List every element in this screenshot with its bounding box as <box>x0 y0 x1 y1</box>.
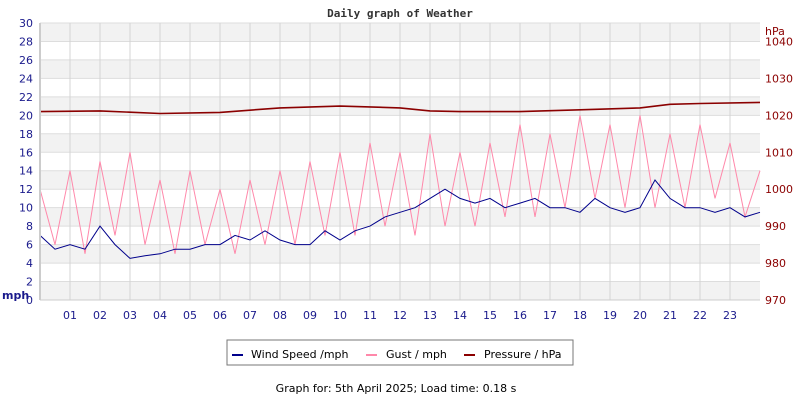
x-tick-label: 07 <box>243 309 257 322</box>
x-tick-label: 23 <box>723 309 737 322</box>
left-tick-label: 6 <box>26 239 33 252</box>
left-tick-label: 0 <box>26 294 33 307</box>
right-tick-label: 1020 <box>765 109 793 122</box>
right-tick-label: 990 <box>765 220 786 233</box>
x-tick-label: 15 <box>483 309 497 322</box>
legend-label-wind: Wind Speed /mph <box>251 348 349 361</box>
x-tick-label: 08 <box>273 309 287 322</box>
left-tick-label: 2 <box>26 276 33 289</box>
left-tick-label: 26 <box>19 54 33 67</box>
x-tick-label: 09 <box>303 309 317 322</box>
left-tick-label: 12 <box>19 183 33 196</box>
axes: 0246810121416182022242628309709809901000… <box>19 17 793 322</box>
left-axis-label: mph <box>2 289 29 302</box>
wind-speed-line <box>39 179 761 259</box>
left-tick-label: 4 <box>26 257 33 270</box>
right-tick-label: 970 <box>765 294 786 307</box>
x-tick-label: 16 <box>513 309 527 322</box>
left-tick-label: 10 <box>19 202 33 215</box>
x-tick-label: 02 <box>93 309 107 322</box>
x-tick-label: 05 <box>183 309 197 322</box>
x-tick-label: 22 <box>693 309 707 322</box>
x-tick-label: 12 <box>393 309 407 322</box>
x-tick-label: 11 <box>363 309 377 322</box>
left-tick-label: 24 <box>19 72 33 85</box>
left-tick-label: 18 <box>19 128 33 141</box>
left-tick-label: 8 <box>26 220 33 233</box>
x-tick-label: 19 <box>603 309 617 322</box>
x-tick-label: 01 <box>63 309 77 322</box>
x-tick-label: 14 <box>453 309 467 322</box>
left-tick-label: 22 <box>19 91 33 104</box>
left-tick-label: 30 <box>19 17 33 30</box>
pressure-line <box>39 101 761 115</box>
gust-line <box>39 115 761 254</box>
x-tick-label: 04 <box>153 309 167 322</box>
legend: Wind Speed /mph Gust / mph Pressure / hP… <box>226 339 574 366</box>
x-tick-label: 20 <box>633 309 647 322</box>
right-tick-label: 1040 <box>765 35 793 48</box>
left-tick-label: 16 <box>19 146 33 159</box>
footer-text: Graph for: 5th April 2025; Load time: 0.… <box>276 382 517 395</box>
legend-label-pressure: Pressure / hPa <box>484 348 562 361</box>
x-tick-label: 03 <box>123 309 137 322</box>
series-lines <box>39 101 761 259</box>
right-tick-label: 1030 <box>765 72 793 85</box>
x-tick-label: 18 <box>573 309 587 322</box>
x-tick-label: 06 <box>213 309 227 322</box>
x-tick-label: 13 <box>423 309 437 322</box>
left-tick-label: 14 <box>19 165 33 178</box>
chart-title: Daily graph of Weather <box>327 7 473 20</box>
right-tick-label: 1000 <box>765 183 793 196</box>
left-tick-label: 20 <box>19 109 33 122</box>
legend-box <box>226 339 574 366</box>
x-tick-label: 17 <box>543 309 557 322</box>
x-tick-label: 10 <box>333 309 347 322</box>
legend-label-gust: Gust / mph <box>386 348 447 361</box>
right-axis-label: hPa <box>765 25 785 38</box>
right-tick-label: 980 <box>765 257 786 270</box>
left-tick-label: 28 <box>19 35 33 48</box>
right-tick-label: 1010 <box>765 146 793 159</box>
x-tick-label: 21 <box>663 309 677 322</box>
